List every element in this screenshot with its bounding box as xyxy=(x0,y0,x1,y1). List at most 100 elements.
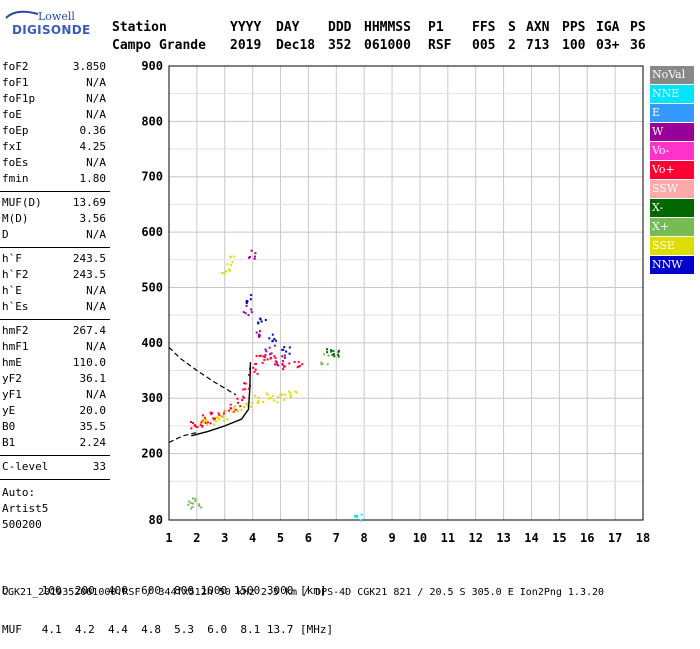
auto-label: Auto: xyxy=(2,486,36,499)
x-tick-label: 14 xyxy=(524,531,538,545)
hdr-yyyy-value: 2019 xyxy=(230,38,262,53)
echo-point xyxy=(206,423,209,426)
param-row: B0 35.5 xyxy=(2,420,106,433)
param-row: fxI 4.25 xyxy=(2,140,106,153)
echo-point xyxy=(331,353,334,356)
echo-point xyxy=(247,256,250,259)
echo-point xyxy=(203,416,206,419)
echo-point xyxy=(253,257,256,260)
echo-point xyxy=(270,356,273,359)
logo-top-text: Lowell xyxy=(38,10,75,23)
echo-point xyxy=(259,354,262,357)
x-tick-label: 5 xyxy=(277,531,284,545)
param-row: hmE 110.0 xyxy=(2,356,106,369)
hdr-yyyy: YYYY xyxy=(230,20,262,35)
hdr-day-value: Dec18 xyxy=(276,38,316,53)
echo-point xyxy=(263,358,266,361)
echo-point xyxy=(209,422,212,425)
echo-point xyxy=(217,412,220,415)
y-tick-label: 200 xyxy=(141,447,163,461)
hdr-ps: PS xyxy=(630,20,646,35)
param-row: yE 20.0 xyxy=(2,404,106,417)
x-tick-label: 16 xyxy=(580,531,594,545)
echo-point xyxy=(234,405,237,408)
echo-point xyxy=(194,425,197,428)
echo-point xyxy=(253,394,256,397)
echo-point xyxy=(210,413,213,416)
echo-point xyxy=(229,256,232,259)
echo-point xyxy=(273,344,276,347)
echo-point xyxy=(276,363,279,366)
legend-item-e: E xyxy=(650,104,694,122)
echo-point xyxy=(242,396,245,399)
echo-point xyxy=(283,399,286,402)
echo-point xyxy=(226,418,229,421)
param-row: h`F2 243.5 xyxy=(2,268,106,281)
echo-point xyxy=(332,352,335,355)
echo-point xyxy=(261,361,264,364)
hdr-ffs-value: 005 xyxy=(472,38,496,53)
echo-point xyxy=(229,269,232,272)
echo-point xyxy=(256,372,259,375)
param-separator xyxy=(0,319,110,320)
echo-point xyxy=(220,416,223,419)
echo-point xyxy=(194,497,197,500)
echo-point xyxy=(333,355,336,358)
hdr-p1: P1 xyxy=(428,20,444,35)
echo-point xyxy=(221,271,224,274)
echo-point xyxy=(265,350,268,353)
echo-point xyxy=(272,399,275,402)
y-tick-label: 900 xyxy=(141,59,163,73)
echo-point xyxy=(246,405,249,408)
echo-point xyxy=(259,318,262,321)
echo-point xyxy=(249,298,252,301)
hdr-ddd: DDD xyxy=(328,20,352,35)
echo-point xyxy=(242,311,245,314)
x-tick-label: 18 xyxy=(636,531,650,545)
echo-point xyxy=(231,410,234,413)
echo-point xyxy=(240,409,243,412)
echo-point xyxy=(209,411,212,414)
echo-point xyxy=(205,418,208,421)
echo-point xyxy=(255,331,258,334)
echo-point xyxy=(273,337,276,340)
param-separator xyxy=(0,479,110,480)
hdr-hhmmss-value: 061000 xyxy=(364,38,411,53)
echo-point xyxy=(257,401,260,404)
param-row: h`E N/A xyxy=(2,284,106,297)
echo-point xyxy=(198,504,201,507)
echo-point xyxy=(190,427,193,430)
echo-point xyxy=(193,424,196,427)
echo-point xyxy=(201,419,204,422)
param-separator xyxy=(0,247,110,248)
echo-point xyxy=(229,263,232,266)
echo-point xyxy=(243,405,246,408)
y-tick-label: 300 xyxy=(141,391,163,405)
param-row: fmin 1.80 xyxy=(2,172,106,185)
echo-point xyxy=(262,355,265,358)
echo-point xyxy=(191,505,194,508)
echo-point xyxy=(271,340,274,343)
echo-point xyxy=(215,420,218,423)
hdr-pps: PPS xyxy=(562,20,586,35)
echo-point xyxy=(276,395,279,398)
param-row: h`Es N/A xyxy=(2,300,106,313)
echo-point xyxy=(263,355,266,358)
echo-point xyxy=(234,408,237,411)
echo-point xyxy=(274,360,277,363)
echo-point xyxy=(288,390,291,393)
echo-point xyxy=(356,515,359,518)
hdr-axn: AXN xyxy=(526,20,550,35)
x-tick-label: 10 xyxy=(413,531,427,545)
echo-point xyxy=(190,507,193,510)
hdr-ffs: FFS xyxy=(472,20,496,35)
x-tick-label: 2 xyxy=(193,531,200,545)
echo-point xyxy=(244,312,247,315)
x-tick-label: 6 xyxy=(305,531,312,545)
echo-point xyxy=(354,514,357,517)
echo-point xyxy=(258,355,261,358)
echo-point xyxy=(222,419,225,422)
legend-item-ssw: SSW xyxy=(650,180,694,198)
y-tick-label: 800 xyxy=(141,114,163,128)
echo-point xyxy=(248,373,251,376)
